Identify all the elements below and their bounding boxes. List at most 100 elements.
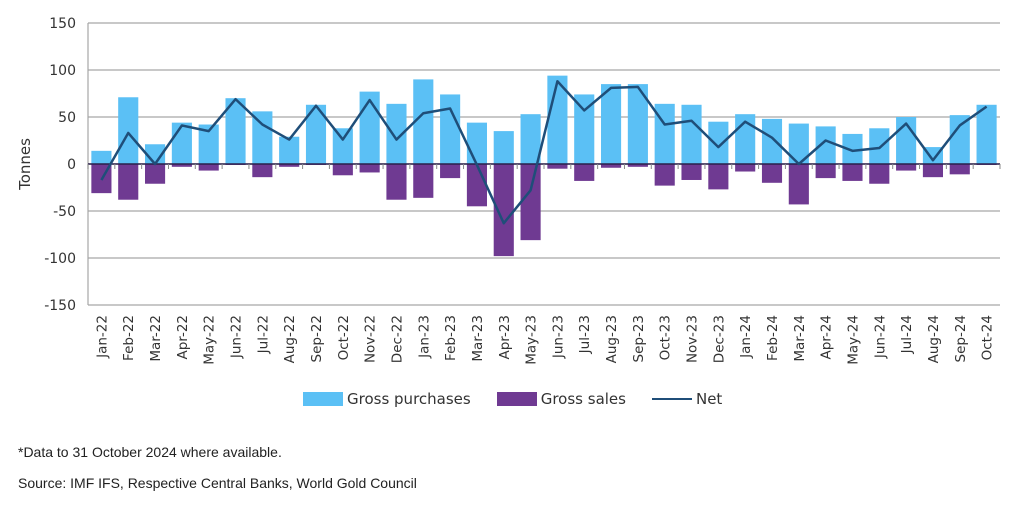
bar-gross-purchases [842,133,863,164]
bar-gross-purchases [601,84,622,164]
net-line [100,80,988,225]
bar-gross-purchases [440,94,461,164]
bar-gross-purchases [815,126,836,164]
bar-gross-purchases [359,91,380,164]
legend-swatch-net [651,398,692,400]
x-tick-label: Feb-24 [765,315,781,361]
x-tick-label: May-24 [845,315,861,365]
y-tick-label: -150 [44,298,76,314]
bar-gross-purchases [279,136,300,164]
x-tick-label: Mar-24 [792,315,808,362]
legend-item-net: Net [651,390,723,408]
bar-gross-sales [708,164,729,190]
bar-gross-sales [145,164,166,184]
legend-item-gross-purchases: Gross purchases [303,390,471,408]
bar-gross-purchases [225,98,246,164]
x-tick-label: May-23 [524,315,540,365]
bar-gross-sales [386,164,407,200]
bar-gross-sales [413,164,434,198]
bar-gross-purchases [386,103,407,164]
x-tick-label: Nov-22 [363,315,379,363]
x-tick-label: Oct-24 [980,315,996,360]
x-tick-label: Nov-23 [685,315,701,363]
bar-gross-sales [440,164,461,179]
bar-gross-purchases [198,124,219,164]
x-tick-label: Sep-22 [309,315,325,363]
chart: 150 100 50 0 -50 -100 -150 Tonnes Jan-22 Feb-22… [16,16,1001,365]
y-tick-label: 0 [67,157,76,173]
bar-gross-sales [252,164,273,178]
x-tick-label: Feb-23 [443,315,459,361]
bar-gross-purchases [627,84,648,164]
x-tick-label: Jul-23 [577,315,593,354]
bar-gross-purchases [949,115,970,164]
bar-gross-purchases [520,114,541,164]
y-tick-label: -50 [53,204,76,220]
bar-gross-purchases [332,128,353,164]
bar-gross-sales [815,164,836,179]
bar-gross-purchases [91,150,112,164]
bar-gross-purchases [413,79,434,164]
y-tick-label: -100 [44,251,76,267]
y-tick-label: 50 [58,110,76,126]
bar-gross-sales [493,164,514,257]
bar-gross-sales [601,164,622,168]
bar-gross-sales [788,164,809,205]
data-note: *Data to 31 October 2024 where available… [18,444,282,460]
x-tick-label: Mar-23 [470,315,486,362]
x-tick-label: Jan-24 [738,315,754,359]
bar-gross-purchases [305,104,327,164]
bar-gross-purchases [171,122,192,164]
x-tick-label: Apr-24 [819,315,835,360]
bar-gross-purchases [493,131,514,164]
bar-gross-sales [547,164,568,169]
x-tick-label: Aug-24 [926,315,942,363]
legend-swatch-sales [496,392,537,406]
x-tick-label: Dec-23 [711,315,727,363]
source-note: Source: IMF IFS, Respective Central Bank… [18,475,417,491]
x-tick-label: Apr-23 [497,315,513,360]
x-tick-label: Jun-24 [872,315,888,359]
bar-gross-sales [949,164,970,175]
x-tick-label: Mar-22 [148,315,164,362]
y-axis-ticks: 150 100 50 0 -50 -100 -150 [44,16,76,314]
net-series-line [100,80,988,225]
x-tick-label: May-22 [202,315,218,365]
bar-gross-sales [332,164,353,176]
x-tick-label: Jun-22 [229,315,245,359]
x-tick-label: Jan-23 [416,315,432,359]
bar-gross-purchases [574,94,595,164]
bar-gross-sales [869,164,890,184]
x-tick-label: Oct-22 [336,315,352,360]
x-tick-label: Apr-22 [175,315,191,360]
x-tick-label: Sep-23 [631,315,647,363]
y-axis-label: Tonnes [16,138,34,191]
legend-item-gross-sales: Gross sales [496,390,626,408]
bar-gross-sales [842,164,863,181]
legend: Gross purchases Gross sales Net [303,390,748,408]
bar-gross-purchases [788,123,809,164]
bar-gross-sales [654,164,675,186]
bar-gross-purchases [976,104,997,164]
x-tick-label: Oct-23 [658,315,674,360]
x-tick-label: Jul-22 [255,315,271,354]
x-axis-ticks: Jan-22 Feb-22 Mar-22 Apr-22 May-22 Jun-22 Jul-… [87,164,1001,365]
bar-gross-sales [466,164,487,207]
legend-label-purchases: Gross purchases [347,390,471,408]
bar-gross-purchases [118,97,139,164]
bar-gross-sales [574,164,595,181]
legend-label-net: Net [695,390,723,408]
x-tick-label: Jun-23 [550,315,566,359]
bar-gross-purchases [869,128,890,164]
bar-gross-purchases [708,121,729,164]
bar-gross-purchases [466,122,487,164]
bar-gross-sales [520,164,541,241]
x-tick-label: Aug-22 [282,315,298,363]
y-tick-label: 150 [49,16,76,32]
x-tick-label: Aug-23 [604,315,620,363]
x-tick-label: Jul-24 [899,315,915,354]
bar-gross-sales [896,164,917,171]
bar-gross-sales [681,164,702,180]
x-tick-label: Feb-22 [121,315,137,361]
legend-label-sales: Gross sales [540,390,626,408]
